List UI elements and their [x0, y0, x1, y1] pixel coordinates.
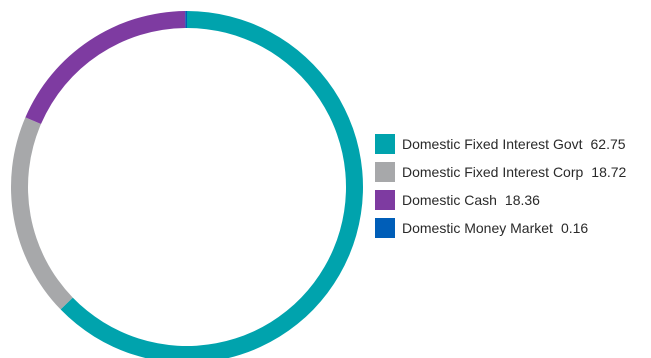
legend-label-corp: Domestic Fixed Interest Corp [402, 164, 583, 180]
chart-legend: Domestic Fixed Interest Govt 62.75 Domest… [375, 133, 645, 245]
legend-label-cash: Domestic Cash [402, 192, 497, 208]
legend-item-money-market: Domestic Money Market 0.16 [375, 217, 645, 239]
legend-item-govt: Domestic Fixed Interest Govt 62.75 [375, 133, 645, 155]
legend-value-corp: 18.72 [591, 164, 626, 180]
slice-govt [61, 11, 363, 358]
legend-swatch-corp [375, 162, 395, 182]
legend-label-govt: Domestic Fixed Interest Govt [402, 136, 583, 152]
legend-label-money-market: Domestic Money Market [402, 220, 553, 236]
legend-swatch-cash [375, 190, 395, 210]
legend-swatch-govt [375, 134, 395, 154]
legend-item-cash: Domestic Cash 18.36 [375, 189, 645, 211]
legend-item-corp: Domestic Fixed Interest Corp 18.72 [375, 161, 645, 183]
slice-cash [25, 11, 185, 124]
slice-corp [11, 117, 73, 309]
slice-money-market [185, 11, 187, 28]
donut-slices [11, 11, 363, 358]
legend-value-govt: 62.75 [591, 136, 626, 152]
donut-chart [0, 0, 370, 358]
legend-value-money-market: 0.16 [561, 220, 588, 236]
legend-value-cash: 18.36 [505, 192, 540, 208]
legend-swatch-money-market [375, 218, 395, 238]
